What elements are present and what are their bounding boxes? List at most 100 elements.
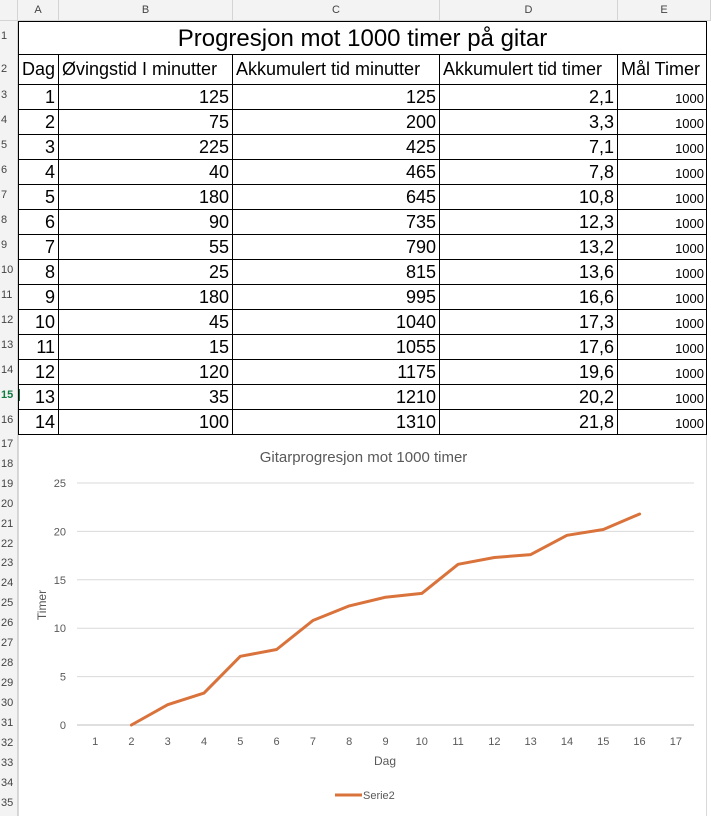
data-cell-c[interactable]: 645 <box>233 185 440 210</box>
data-cell-b[interactable]: 100 <box>59 410 233 435</box>
data-cell-e[interactable]: 1000 <box>618 110 707 135</box>
row-header-20[interactable]: 20 <box>1 498 14 510</box>
data-cell-d[interactable]: 12,3 <box>440 210 618 235</box>
header-cell-b[interactable]: Øvingstid I minutter <box>59 55 233 85</box>
row-header-31[interactable]: 31 <box>1 717 14 729</box>
data-cell-a[interactable]: 2 <box>18 110 59 135</box>
column-header-c[interactable]: C <box>233 0 440 20</box>
data-cell-c[interactable]: 465 <box>233 160 440 185</box>
data-cell-a[interactable]: 13 <box>18 385 59 410</box>
row-header-3[interactable]: 3 <box>1 89 8 101</box>
data-cell-b[interactable]: 225 <box>59 135 233 160</box>
data-cell-a[interactable]: 10 <box>18 310 59 335</box>
data-cell-b[interactable]: 90 <box>59 210 233 235</box>
data-cell-e[interactable]: 1000 <box>618 135 707 160</box>
data-cell-a[interactable]: 6 <box>18 210 59 235</box>
row-header-21[interactable]: 21 <box>1 518 14 530</box>
row-header-4[interactable]: 4 <box>1 114 8 126</box>
row-header-25[interactable]: 25 <box>1 597 14 609</box>
header-cell-d[interactable]: Akkumulert tid timer <box>440 55 618 85</box>
row-header-14[interactable]: 14 <box>1 364 14 376</box>
row-header-33[interactable]: 33 <box>1 757 14 769</box>
data-cell-a[interactable]: 12 <box>18 360 59 385</box>
row-header-16[interactable]: 16 <box>1 414 14 426</box>
data-cell-d[interactable]: 13,6 <box>440 260 618 285</box>
row-header-34[interactable]: 34 <box>1 777 14 789</box>
data-cell-e[interactable]: 1000 <box>618 310 707 335</box>
data-cell-e[interactable]: 1000 <box>618 410 707 435</box>
data-cell-b[interactable]: 35 <box>59 385 233 410</box>
data-cell-d[interactable]: 2,1 <box>440 85 618 110</box>
row-header-23[interactable]: 23 <box>1 557 14 569</box>
header-cell-e[interactable]: Mål Timer <box>618 55 707 85</box>
data-cell-d[interactable]: 17,6 <box>440 335 618 360</box>
data-cell-e[interactable]: 1000 <box>618 185 707 210</box>
data-cell-c[interactable]: 1310 <box>233 410 440 435</box>
data-cell-c[interactable]: 200 <box>233 110 440 135</box>
data-cell-e[interactable]: 1000 <box>618 235 707 260</box>
row-header-18[interactable]: 18 <box>1 458 14 470</box>
data-cell-a[interactable]: 4 <box>18 160 59 185</box>
data-cell-a[interactable]: 14 <box>18 410 59 435</box>
row-header-30[interactable]: 30 <box>1 697 14 709</box>
chart-area[interactable]: Gitarprogresjon mot 1000 timer <box>18 435 707 816</box>
data-cell-d[interactable]: 7,1 <box>440 135 618 160</box>
data-cell-d[interactable]: 7,8 <box>440 160 618 185</box>
row-header-8[interactable]: 8 <box>1 214 8 226</box>
column-header-b[interactable]: B <box>59 0 233 20</box>
data-cell-e[interactable]: 1000 <box>618 360 707 385</box>
row-header-7[interactable]: 7 <box>1 189 8 201</box>
row-header-13[interactable]: 13 <box>1 339 14 351</box>
data-cell-a[interactable]: 8 <box>18 260 59 285</box>
data-cell-c[interactable]: 735 <box>233 210 440 235</box>
data-cell-e[interactable]: 1000 <box>618 385 707 410</box>
data-cell-b[interactable]: 120 <box>59 360 233 385</box>
data-cell-b[interactable]: 180 <box>59 285 233 310</box>
data-cell-b[interactable]: 45 <box>59 310 233 335</box>
row-header-6[interactable]: 6 <box>1 164 8 176</box>
data-cell-d[interactable]: 13,2 <box>440 235 618 260</box>
data-cell-c[interactable]: 1175 <box>233 360 440 385</box>
data-cell-d[interactable]: 21,8 <box>440 410 618 435</box>
data-cell-b[interactable]: 15 <box>59 335 233 360</box>
row-header-19[interactable]: 19 <box>1 478 14 490</box>
row-header-11[interactable]: 11 <box>1 289 13 301</box>
data-cell-a[interactable]: 1 <box>18 85 59 110</box>
row-header-27[interactable]: 27 <box>1 637 14 649</box>
data-cell-a[interactable]: 5 <box>18 185 59 210</box>
column-header-d[interactable]: D <box>440 0 618 20</box>
data-cell-c[interactable]: 815 <box>233 260 440 285</box>
row-header-29[interactable]: 29 <box>1 677 14 689</box>
column-header-e[interactable]: E <box>618 0 711 20</box>
row-header-24[interactable]: 24 <box>1 577 14 589</box>
data-cell-e[interactable]: 1000 <box>618 285 707 310</box>
data-cell-e[interactable]: 1000 <box>618 85 707 110</box>
select-all-corner[interactable] <box>0 0 18 20</box>
data-cell-b[interactable]: 40 <box>59 160 233 185</box>
sheet-title-cell[interactable]: Progresjon mot 1000 timer på gitar <box>18 21 707 55</box>
data-cell-a[interactable]: 11 <box>18 335 59 360</box>
row-header-9[interactable]: 9 <box>1 239 8 251</box>
data-cell-a[interactable]: 9 <box>18 285 59 310</box>
header-cell-a[interactable]: Dag <box>18 55 59 85</box>
data-cell-d[interactable]: 17,3 <box>440 310 618 335</box>
data-cell-c[interactable]: 1040 <box>233 310 440 335</box>
header-cell-c[interactable]: Akkumulert tid minutter <box>233 55 440 85</box>
data-cell-e[interactable]: 1000 <box>618 335 707 360</box>
row-header-2[interactable]: 2 <box>1 63 8 75</box>
row-header-5[interactable]: 5 <box>1 139 8 151</box>
row-header-22[interactable]: 22 <box>1 538 14 550</box>
column-header-a[interactable]: A <box>18 0 59 20</box>
data-cell-c[interactable]: 425 <box>233 135 440 160</box>
data-cell-c[interactable]: 1055 <box>233 335 440 360</box>
data-cell-c[interactable]: 125 <box>233 85 440 110</box>
data-cell-d[interactable]: 20,2 <box>440 385 618 410</box>
row-header-35[interactable]: 35 <box>1 797 14 809</box>
data-cell-d[interactable]: 19,6 <box>440 360 618 385</box>
row-header-1[interactable]: 1 <box>1 30 8 42</box>
row-header-15[interactable]: 15 <box>0 389 20 401</box>
row-header-32[interactable]: 32 <box>1 737 14 749</box>
data-cell-c[interactable]: 1210 <box>233 385 440 410</box>
data-cell-d[interactable]: 10,8 <box>440 185 618 210</box>
data-cell-a[interactable]: 3 <box>18 135 59 160</box>
